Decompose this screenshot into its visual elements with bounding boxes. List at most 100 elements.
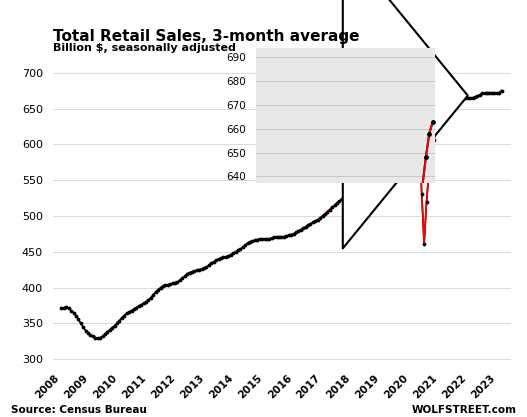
Point	[253, 236, 261, 243]
Point	[340, 193, 348, 200]
Text: WOLFSTREET.com: WOLFSTREET.com	[412, 405, 516, 415]
Point	[367, 163, 375, 169]
Point	[166, 281, 174, 287]
Point	[367, 287, 375, 294]
Point	[142, 299, 150, 305]
Point	[161, 282, 170, 289]
Point	[134, 303, 143, 309]
Point	[315, 363, 324, 370]
Point	[113, 320, 121, 327]
Point	[323, 208, 331, 215]
Point	[118, 314, 126, 321]
Point	[380, 273, 389, 279]
Point	[154, 286, 162, 293]
Point	[384, 151, 392, 158]
Point	[473, 93, 482, 100]
Point	[461, 94, 470, 101]
Point	[122, 310, 131, 317]
Point	[432, 125, 441, 132]
Point	[130, 306, 138, 312]
Point	[437, 107, 445, 113]
Point	[319, 352, 327, 358]
Point	[363, 289, 372, 296]
Point	[217, 255, 225, 261]
Point	[428, 118, 437, 125]
Point	[204, 262, 213, 269]
Point	[377, 278, 385, 284]
Point	[490, 90, 499, 97]
Point	[64, 305, 73, 311]
Point	[178, 275, 187, 281]
Point	[318, 213, 327, 219]
Point	[372, 157, 380, 163]
Point	[231, 249, 240, 255]
Point	[74, 316, 83, 322]
Point	[422, 154, 430, 161]
Point	[481, 90, 489, 97]
Point	[294, 228, 302, 234]
Point	[163, 281, 172, 288]
Point	[451, 99, 460, 106]
Point	[391, 261, 399, 268]
Point	[251, 237, 259, 244]
Point	[398, 147, 407, 153]
Point	[57, 305, 66, 311]
Point	[268, 235, 276, 241]
Point	[272, 234, 281, 240]
Point	[475, 92, 484, 98]
Point	[285, 232, 293, 239]
Point	[181, 273, 189, 279]
Point	[316, 215, 325, 221]
Point	[120, 312, 129, 319]
Point	[444, 95, 453, 102]
Point	[364, 166, 373, 173]
Point	[469, 94, 477, 101]
Point	[312, 373, 320, 379]
Point	[425, 168, 433, 175]
Point	[299, 225, 307, 231]
Point	[387, 264, 396, 270]
Point	[192, 267, 201, 274]
Text: Source: Census Bureau: Source: Census Bureau	[11, 405, 147, 415]
Point	[359, 173, 368, 179]
Point	[456, 94, 465, 100]
Point	[440, 99, 448, 106]
Point	[391, 149, 399, 156]
Point	[446, 98, 455, 105]
Point	[349, 299, 358, 306]
Point	[353, 296, 362, 303]
Point	[89, 333, 97, 339]
Point	[483, 89, 491, 96]
Point	[301, 224, 310, 230]
Point	[96, 334, 104, 341]
Point	[207, 260, 216, 266]
Point	[91, 334, 100, 341]
Point	[417, 191, 426, 197]
Point	[381, 152, 389, 158]
Point	[463, 95, 472, 102]
Point	[243, 240, 252, 246]
Point	[376, 154, 385, 161]
Point	[352, 181, 360, 188]
Point	[282, 233, 290, 239]
Point	[321, 211, 329, 217]
Point	[425, 130, 434, 137]
Point	[458, 92, 467, 99]
Point	[454, 96, 462, 103]
Point	[420, 241, 428, 247]
Point	[292, 229, 300, 236]
Point	[497, 87, 506, 94]
Point	[105, 327, 114, 333]
Point	[76, 320, 85, 327]
Point	[195, 266, 203, 273]
Point	[304, 222, 313, 229]
Point	[478, 90, 486, 97]
Point	[492, 90, 501, 97]
Point	[101, 331, 109, 337]
Point	[125, 309, 133, 315]
Point	[93, 335, 102, 342]
Point	[405, 359, 413, 365]
Point	[79, 324, 87, 330]
Point	[270, 234, 278, 241]
Point	[236, 246, 245, 252]
